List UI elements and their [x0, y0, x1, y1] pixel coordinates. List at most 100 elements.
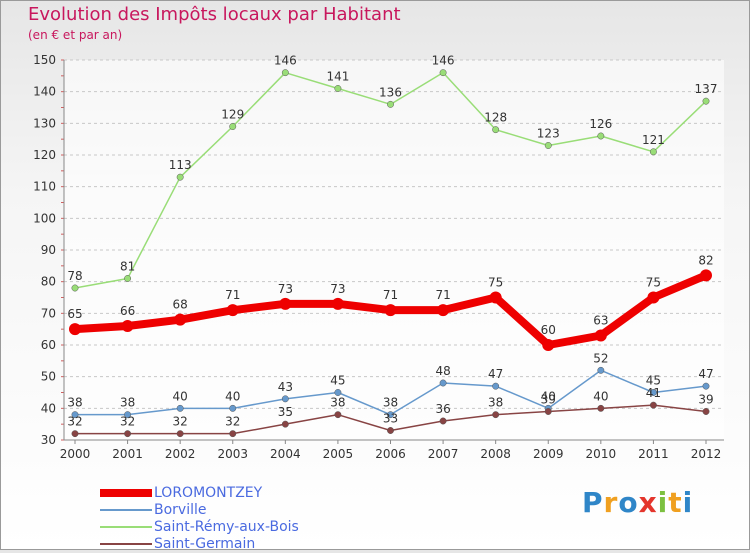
data-label: 71 — [435, 288, 450, 302]
y-tick-label: 80 — [41, 275, 56, 289]
logo-letter: o — [618, 486, 639, 519]
data-label: 36 — [435, 402, 450, 416]
data-point — [594, 329, 607, 342]
data-label: 121 — [642, 133, 665, 147]
chart-title: Evolution des Impôts locaux par Habitant — [28, 4, 401, 25]
x-tick-label: 2002 — [165, 447, 196, 461]
data-point — [649, 389, 657, 396]
series-borville: 38 38 40 40 43 45 38 48 47 40 52 45 47 — [67, 351, 714, 419]
x-tick-label: 2003 — [217, 447, 248, 461]
data-label: 40 — [593, 389, 608, 403]
data-point — [334, 389, 342, 396]
data-label: 71 — [383, 288, 398, 302]
data-point — [649, 148, 657, 156]
proxiti-logo: Proxiti — [582, 486, 693, 519]
x-tick-label: 2005 — [323, 447, 354, 461]
x-tick-label: 2000 — [60, 447, 91, 461]
data-label: 136 — [379, 85, 402, 99]
data-label: 73 — [278, 282, 293, 296]
data-label: 71 — [225, 288, 240, 302]
legend-label: Borville — [154, 502, 207, 518]
x-tick-label: 2006 — [375, 447, 406, 461]
series-loromontzey: 65 66 68 71 73 73 71 71 75 60 63 75 82 — [67, 253, 714, 351]
data-label: 39 — [698, 393, 713, 407]
data-label: 123 — [537, 127, 560, 141]
data-point — [649, 401, 657, 409]
data-label: 38 — [488, 396, 503, 410]
data-point — [229, 123, 237, 130]
data-label: 40 — [225, 389, 240, 403]
data-point — [331, 297, 344, 310]
data-point — [597, 404, 605, 412]
data-label: 52 — [593, 351, 608, 365]
data-point — [489, 291, 502, 304]
data-label: 75 — [488, 276, 503, 290]
legend-label: Saint-Germain — [154, 536, 256, 552]
data-point — [597, 132, 605, 140]
data-point — [647, 291, 660, 304]
y-tick-label: 70 — [41, 306, 56, 320]
data-point — [124, 430, 132, 438]
data-point — [229, 430, 237, 438]
data-label: 68 — [173, 298, 188, 312]
data-point — [384, 304, 397, 317]
data-point — [71, 411, 79, 419]
data-label: 35 — [278, 405, 293, 419]
data-point — [492, 411, 500, 419]
data-point — [702, 408, 710, 415]
data-point — [492, 126, 500, 134]
y-tick-label: 120 — [33, 148, 56, 162]
legend-label: LOROMONTZEY — [154, 485, 263, 501]
data-point — [71, 284, 79, 292]
data-label: 47 — [698, 367, 713, 381]
data-point — [176, 404, 184, 412]
x-tick-label: 2012 — [691, 447, 722, 461]
legend-swatch — [100, 526, 152, 528]
data-point — [229, 404, 237, 412]
data-label: 38 — [67, 396, 82, 410]
data-label: 39 — [541, 393, 556, 407]
data-label: 129 — [221, 108, 244, 122]
data-label: 38 — [330, 396, 345, 410]
data-label: 60 — [541, 323, 556, 337]
data-point — [334, 85, 342, 92]
data-label: 81 — [120, 260, 135, 274]
data-point — [544, 408, 552, 415]
data-label: 146 — [432, 54, 455, 68]
data-label: 45 — [330, 374, 345, 388]
legend-label: Saint-Rémy-aux-Bois — [154, 519, 299, 535]
x-tick-label: 2001 — [112, 447, 143, 461]
logo-letter: t — [668, 486, 683, 519]
data-point — [439, 417, 447, 425]
data-point — [439, 379, 447, 387]
y-tick-label: 40 — [41, 401, 56, 415]
data-point — [387, 427, 394, 434]
data-label: 32 — [173, 415, 188, 429]
data-label: 78 — [67, 269, 82, 283]
data-label: 45 — [646, 374, 661, 388]
data-label: 65 — [67, 307, 82, 321]
data-label: 40 — [541, 389, 556, 403]
y-tick-label: 130 — [33, 116, 56, 130]
data-label: 41 — [646, 386, 661, 400]
data-label: 126 — [589, 117, 612, 131]
data-label: 32 — [67, 415, 82, 429]
data-label: 32 — [225, 415, 240, 429]
data-label: 48 — [435, 364, 450, 378]
data-point — [279, 297, 292, 310]
data-point — [226, 304, 239, 317]
data-point — [71, 430, 79, 438]
data-label: 33 — [383, 412, 398, 426]
data-point — [542, 339, 555, 351]
y-tick-label: 50 — [41, 370, 56, 384]
data-point — [387, 411, 394, 419]
data-label: 66 — [120, 304, 135, 318]
x-tick-label: 2004 — [270, 447, 301, 461]
data-point — [69, 323, 81, 336]
data-label: 128 — [484, 111, 507, 125]
data-point — [281, 395, 289, 403]
chart-subtitle: (en € et par an) — [28, 28, 123, 42]
data-point — [702, 97, 710, 105]
data-point — [176, 430, 184, 438]
